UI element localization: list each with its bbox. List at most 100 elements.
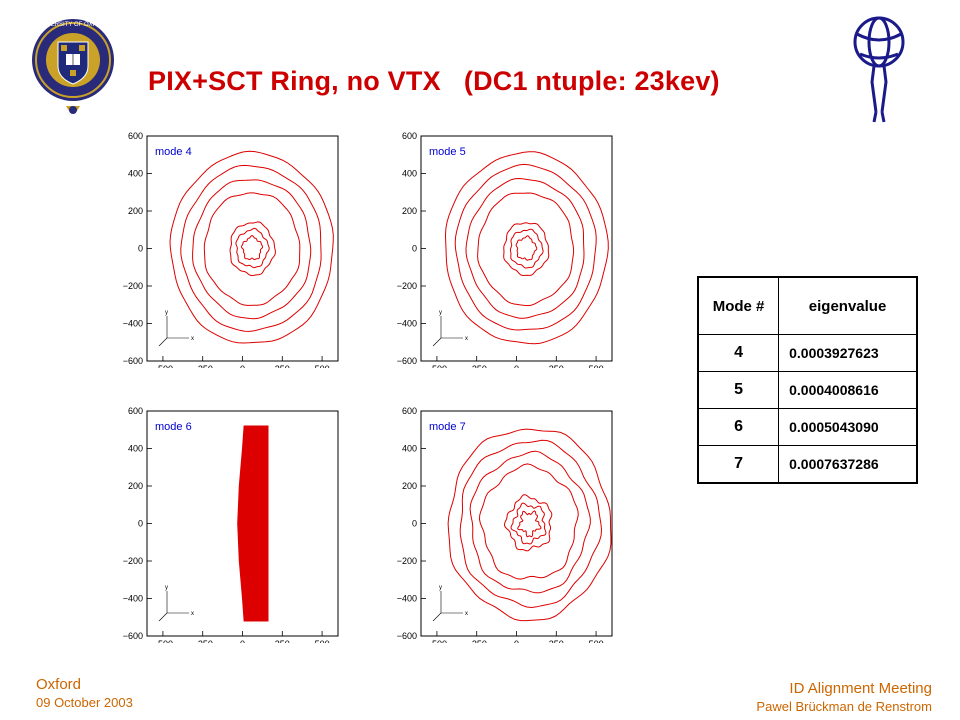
detector-ring bbox=[180, 164, 322, 332]
y-tick-label: 200 bbox=[402, 481, 417, 491]
detector-ring bbox=[510, 502, 547, 545]
table-row: 4 0.0003927623 bbox=[697, 334, 918, 372]
detector-ring bbox=[169, 150, 334, 344]
table-cell-eigenvalue: 0.0005043090 bbox=[778, 408, 918, 446]
x-tick-label: 0 bbox=[240, 639, 245, 643]
axis-gizmo-x-label: x bbox=[465, 336, 468, 342]
x-tick-label: −500 bbox=[153, 639, 173, 643]
x-tick-label: 500 bbox=[589, 639, 604, 643]
y-tick-label: 400 bbox=[128, 444, 143, 454]
x-tick-label: 500 bbox=[315, 639, 330, 643]
slide-title: PIX+SCT Ring, no VTX (DC1 ntuple: 23kev) bbox=[148, 66, 720, 96]
detector-ring bbox=[503, 494, 553, 552]
y-tick-label: −200 bbox=[397, 556, 417, 566]
detector-ring bbox=[447, 428, 612, 622]
x-tick-label: 250 bbox=[549, 639, 564, 643]
table-cell-mode: 7 bbox=[697, 445, 780, 484]
detector-ring bbox=[454, 163, 597, 331]
y-tick-label: −600 bbox=[397, 356, 417, 366]
table-row: 7 0.0007637286 bbox=[697, 445, 918, 484]
axis-gizmo-z bbox=[432, 337, 442, 347]
x-tick-label: −250 bbox=[467, 364, 487, 368]
plot-mode-6: −500 −250 0 250 500 600 400 200 0 −200 −400 −600 mod… bbox=[102, 403, 342, 643]
y-tick-label: −600 bbox=[397, 631, 417, 641]
eigenvalue-table: Mode # eigenvalue 4 0.0003927623 5 0.000… bbox=[697, 276, 918, 484]
oxford-university-crest-icon: UNIVERSITY OF OXFORD bbox=[32, 19, 114, 114]
y-tick-label: 0 bbox=[138, 244, 143, 254]
y-tick-label: −400 bbox=[397, 594, 417, 604]
y-tick-label: 0 bbox=[138, 519, 143, 529]
axis-gizmo-z bbox=[432, 612, 442, 622]
axis-gizmo-y-label: y bbox=[165, 310, 168, 316]
x-tick-label: 0 bbox=[514, 639, 519, 643]
displaced-modules-band bbox=[237, 425, 269, 622]
table-cell-eigenvalue: 0.0004008616 bbox=[778, 371, 918, 409]
y-tick-label: 600 bbox=[128, 131, 143, 141]
x-tick-label: 0 bbox=[240, 364, 245, 368]
x-tick-label: −250 bbox=[193, 364, 213, 368]
detector-ring bbox=[459, 439, 603, 609]
axis-gizmo-x-label: x bbox=[191, 611, 194, 617]
x-tick-label: −500 bbox=[427, 639, 447, 643]
detector-ring bbox=[515, 235, 538, 261]
footer-left: Oxford 09 October 2003 bbox=[36, 676, 133, 710]
y-tick-label: 400 bbox=[402, 169, 417, 179]
table-row: 6 0.0005043090 bbox=[697, 408, 918, 446]
axis-gizmo-y-label: y bbox=[165, 585, 168, 591]
x-tick-label: −250 bbox=[193, 639, 213, 643]
footer-place: Oxford bbox=[36, 676, 82, 693]
atlas-experiment-logo-icon bbox=[853, 16, 905, 123]
x-tick-label: −250 bbox=[467, 639, 487, 643]
detector-ring bbox=[478, 463, 579, 580]
y-tick-label: 600 bbox=[402, 131, 417, 141]
detector-ring bbox=[477, 192, 575, 307]
y-tick-label: 400 bbox=[402, 444, 417, 454]
mode-label: mode 4 bbox=[155, 146, 192, 158]
y-tick-label: −200 bbox=[397, 281, 417, 291]
axis-gizmo-y-label: y bbox=[439, 310, 442, 316]
detector-ring bbox=[509, 228, 544, 269]
plot-mode-4: −500 −250 0 250 500 600 400 200 0 −200 −400 −600 mod… bbox=[102, 128, 342, 368]
plot-mode-5: −500 −250 0 250 500 600 400 200 0 −200 −400 −600 mod… bbox=[376, 128, 616, 368]
detector-ring bbox=[469, 450, 591, 594]
y-tick-label: 200 bbox=[402, 206, 417, 216]
x-tick-label: 250 bbox=[275, 639, 290, 643]
y-tick-label: 600 bbox=[128, 406, 143, 416]
x-tick-label: 0 bbox=[514, 364, 519, 368]
axis-gizmo-x-label: x bbox=[465, 611, 468, 617]
y-tick-label: 400 bbox=[128, 169, 143, 179]
mode-label: mode 5 bbox=[429, 146, 466, 158]
y-tick-label: 600 bbox=[402, 406, 417, 416]
detector-ring bbox=[465, 177, 585, 319]
y-tick-label: 200 bbox=[128, 206, 143, 216]
axis-gizmo-y-label: y bbox=[439, 585, 442, 591]
y-tick-label: −600 bbox=[123, 631, 143, 641]
detector-ring bbox=[192, 179, 312, 320]
table-row: 5 0.0004008616 bbox=[697, 371, 918, 409]
table-cell-eigenvalue: 0.0003927623 bbox=[778, 334, 918, 372]
mode-label: mode 7 bbox=[429, 421, 466, 433]
y-tick-label: −400 bbox=[123, 594, 143, 604]
detector-ring bbox=[203, 192, 301, 306]
footer-right: ID Alignment Meeting Pawel Brückman de R… bbox=[756, 680, 932, 714]
detector-ring bbox=[517, 510, 542, 538]
y-tick-label: −400 bbox=[397, 319, 417, 329]
y-tick-label: −600 bbox=[123, 356, 143, 366]
x-tick-label: −500 bbox=[153, 364, 173, 368]
y-tick-label: −200 bbox=[123, 281, 143, 291]
plot-mode-7: −500 −250 0 250 500 600 400 200 0 −200 −400 −600 mod… bbox=[376, 403, 616, 643]
y-tick-label: −400 bbox=[123, 319, 143, 329]
y-tick-label: −200 bbox=[123, 556, 143, 566]
axis-gizmo-z bbox=[158, 612, 168, 622]
table-cell-mode: 6 bbox=[697, 408, 780, 446]
x-tick-label: 500 bbox=[315, 364, 330, 368]
crest-text: UNIVERSITY OF OXFORD bbox=[36, 22, 110, 28]
mode-label: mode 6 bbox=[155, 421, 192, 433]
footer-author: Pawel Brückman de Renstrom bbox=[756, 699, 932, 714]
table-header-eigenvalue: eigenvalue bbox=[778, 276, 918, 335]
x-tick-label: 250 bbox=[549, 364, 564, 368]
detector-ring bbox=[240, 235, 264, 261]
y-tick-label: 200 bbox=[128, 481, 143, 491]
detector-ring bbox=[444, 151, 609, 345]
x-tick-label: 500 bbox=[589, 364, 604, 368]
